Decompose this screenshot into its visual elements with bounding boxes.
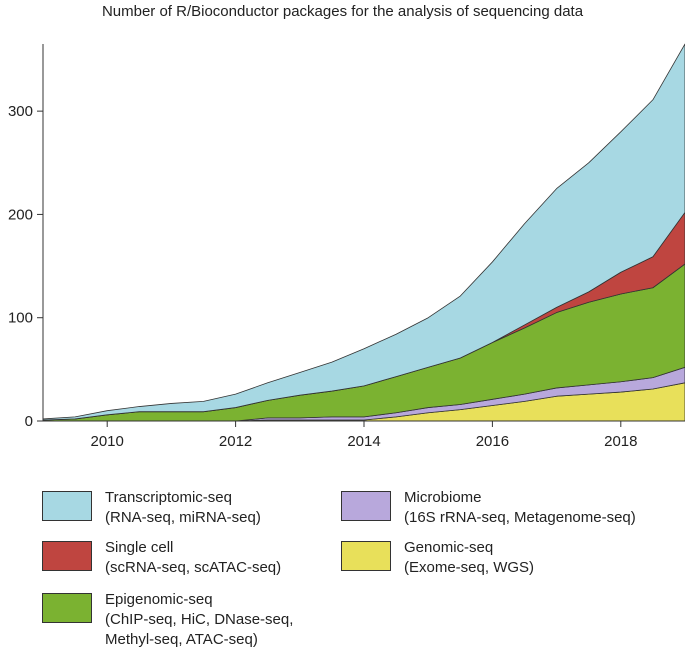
legend-swatch <box>42 541 92 571</box>
legend-item-single-cell: Single cell (scRNA-seq, scATAC-seq) <box>42 538 281 578</box>
legend-text: Transcriptomic-seq (RNA-seq, miRNA-seq) <box>105 488 261 528</box>
legend-label-line: (scRNA-seq, scATAC-seq) <box>105 559 282 576</box>
x-tick-label: 2014 <box>347 433 380 450</box>
x-tick-label: 2012 <box>219 433 252 450</box>
legend-label-line: Genomic-seq <box>404 539 494 556</box>
legend-item-microbiome: Microbiome (16S rRNA-seq, Metagenome-seq) <box>341 488 636 528</box>
legend-label-line: (RNA-seq, miRNA-seq) <box>105 509 261 526</box>
legend-item-transcriptomic: Transcriptomic-seq (RNA-seq, miRNA-seq) <box>42 488 261 528</box>
chart-title: Number of R/Bioconductor packages for th… <box>101 3 584 20</box>
x-tick-label: 2016 <box>476 433 509 450</box>
legend-swatch <box>341 491 391 521</box>
axes: 0 100 200 300 2010 2012 2014 2016 2018 <box>8 44 685 450</box>
legend-label-line: Methyl-seq, ATAC-seq) <box>105 631 258 648</box>
area-transcriptomic-seq <box>42 43 685 421</box>
legend-item-epigenomic: Epigenomic-seq (ChIP-seq, HiC, DNase-seq,… <box>42 590 293 650</box>
y-tick-label: 100 <box>8 310 33 327</box>
legend-label-line: Epigenomic-seq <box>105 591 213 608</box>
legend-item-genomic: Genomic-seq (Exome-seq, WGS) <box>341 538 534 578</box>
y-tick-label: 300 <box>8 103 33 120</box>
legend-text: Microbiome (16S rRNA-seq, Metagenome-seq) <box>404 488 636 528</box>
legend-label-line: (Exome-seq, WGS) <box>404 559 535 576</box>
x-tick-label: 2010 <box>91 433 124 450</box>
legend-label-line: Microbiome <box>404 489 482 506</box>
legend-text: Epigenomic-seq (ChIP-seq, HiC, DNase-seq,… <box>105 590 293 650</box>
y-tick-label: 200 <box>8 206 33 223</box>
legend-text: Single cell (scRNA-seq, scATAC-seq) <box>105 538 281 578</box>
legend-swatch <box>42 593 92 623</box>
legend-swatch <box>42 491 92 521</box>
x-tick-label: 2018 <box>604 433 637 450</box>
legend-label-line: (ChIP-seq, HiC, DNase-seq, <box>105 611 294 628</box>
legend-label-line: Transcriptomic-seq <box>105 489 232 506</box>
stacked-areas <box>42 43 685 422</box>
legend-label-line: Single cell <box>105 539 174 556</box>
legend-label-line: (16S rRNA-seq, Metagenome-seq) <box>404 509 636 526</box>
legend-text: Genomic-seq (Exome-seq, WGS) <box>404 538 534 578</box>
legend-swatch <box>341 541 391 571</box>
chart-area: 0 100 200 300 2010 2012 2014 2016 2018 <box>8 43 685 450</box>
y-tick-label: 0 <box>25 413 33 430</box>
